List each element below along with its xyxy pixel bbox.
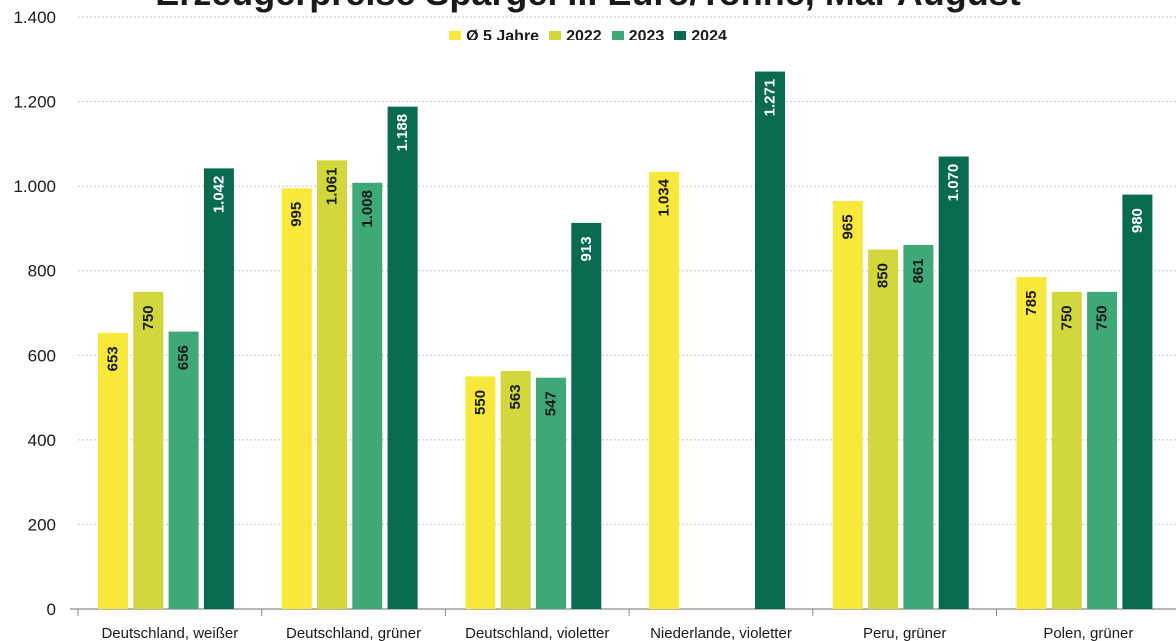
data-label: 861	[910, 258, 927, 283]
data-label: 965	[839, 214, 856, 239]
legend-swatch	[611, 31, 624, 40]
bar	[1051, 291, 1082, 609]
bar	[755, 71, 785, 609]
legend: Ø 5 Jahre 2022 2023 2024	[0, 28, 1176, 40]
data-label: 653	[105, 346, 122, 371]
data-label: 656	[175, 345, 192, 370]
data-label: 1.188	[394, 114, 411, 152]
y-tick-label: 0	[47, 600, 56, 619]
bar	[1016, 277, 1047, 609]
legend-item: 2022	[549, 28, 602, 40]
legend-label: 2022	[566, 28, 602, 40]
x-tick-label: Peru, grüner	[863, 625, 946, 641]
bar	[133, 291, 164, 609]
data-label: 750	[1058, 305, 1075, 330]
x-tick-label: Deutschland, grüner	[286, 625, 421, 641]
data-label: 1.070	[945, 164, 962, 202]
title-strip: Erzeugerpreise Spargel ... Euro/Tonne, M…	[0, 0, 1176, 40]
legend-item: 2024	[674, 28, 727, 40]
data-label: 850	[875, 263, 892, 288]
data-label: 750	[140, 305, 157, 330]
legend-label: 2024	[691, 28, 727, 40]
bar	[98, 332, 128, 609]
data-label: 1.042	[210, 176, 227, 214]
data-label: 1.008	[359, 190, 376, 228]
bar	[938, 156, 969, 610]
legend-swatch	[549, 31, 562, 40]
x-tick-label: Deutschland, weißer	[101, 625, 238, 641]
data-label: 980	[1129, 208, 1146, 233]
bar	[1122, 194, 1153, 609]
data-label: 995	[288, 202, 305, 227]
data-label: 563	[507, 384, 524, 409]
x-tick-label: Niederlande, violetter	[650, 625, 792, 641]
data-label: 750	[1094, 305, 1111, 330]
bar	[903, 244, 934, 610]
data-label: 785	[1023, 291, 1040, 316]
chart-title: Erzeugerpreise Spargel ... Euro/Tonne, M…	[0, 0, 1176, 14]
x-tick-label: Polen, grüner	[1043, 625, 1133, 641]
bar	[868, 249, 899, 610]
y-tick-label: 1.200	[13, 93, 56, 112]
bar	[832, 200, 863, 609]
data-label: 550	[472, 390, 489, 415]
bar	[281, 188, 312, 609]
data-label: 1.271	[762, 79, 779, 117]
bar	[352, 182, 383, 609]
y-tick-label: 400	[28, 431, 56, 450]
bar	[1087, 291, 1118, 609]
y-tick-label: 200	[28, 515, 56, 534]
data-label: 913	[578, 236, 595, 261]
x-tick-label: Deutschland, violetter	[465, 625, 609, 641]
bar	[203, 168, 234, 609]
bar	[168, 331, 199, 609]
bar	[571, 222, 602, 609]
data-label: 1.061	[324, 168, 341, 206]
legend-label: Ø 5 Jahre	[466, 28, 540, 40]
bar	[649, 171, 680, 609]
y-tick-label: 600	[28, 346, 56, 365]
y-tick-label: 800	[28, 262, 56, 281]
y-tick-label: 1.400	[13, 8, 56, 27]
legend-item: 2023	[611, 28, 665, 40]
legend-swatch	[674, 31, 687, 40]
bar	[317, 160, 347, 609]
legend-label: 2023	[628, 28, 665, 40]
legend-swatch	[449, 31, 462, 40]
bar	[500, 370, 531, 609]
bar	[387, 106, 418, 609]
data-label: 1.034	[656, 178, 673, 216]
bar	[536, 377, 566, 609]
y-tick-label: 1.000	[13, 177, 56, 196]
data-label: 547	[543, 391, 560, 416]
legend-item: Ø 5 Jahre	[449, 28, 539, 40]
bar	[465, 376, 496, 609]
